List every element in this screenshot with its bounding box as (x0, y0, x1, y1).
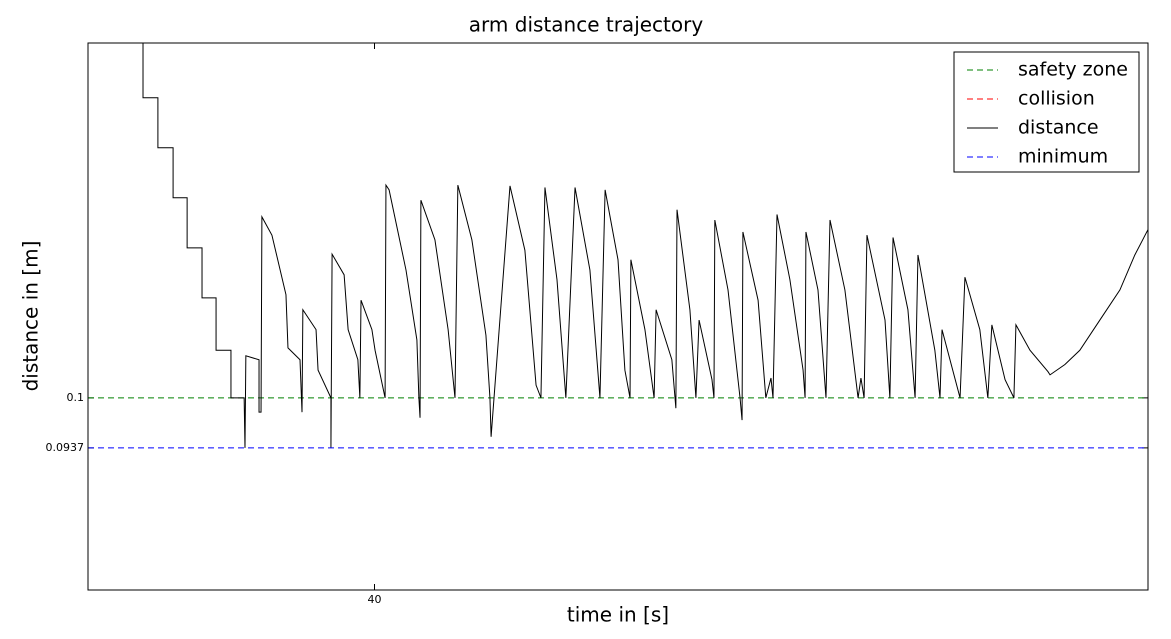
legend-label: distance (1018, 117, 1099, 139)
x-axis-label: time in [s] (567, 603, 669, 627)
y-tick-label: 0.0937 (46, 441, 85, 454)
chart-title: arm distance trajectory (469, 13, 704, 37)
distance-line (128, 43, 1148, 448)
legend-label: safety zone (1018, 59, 1128, 81)
plot-area (88, 43, 1148, 449)
y-tick-label: 0.1 (67, 391, 85, 404)
legend-box (953, 51, 1140, 173)
plot-frame (87, 42, 1149, 591)
legend-label: collision (1018, 88, 1095, 110)
x-tick-label: 40 (367, 593, 381, 606)
y-axis-label: distance in [m] (19, 241, 43, 392)
legend-label: minimum (1018, 146, 1108, 168)
